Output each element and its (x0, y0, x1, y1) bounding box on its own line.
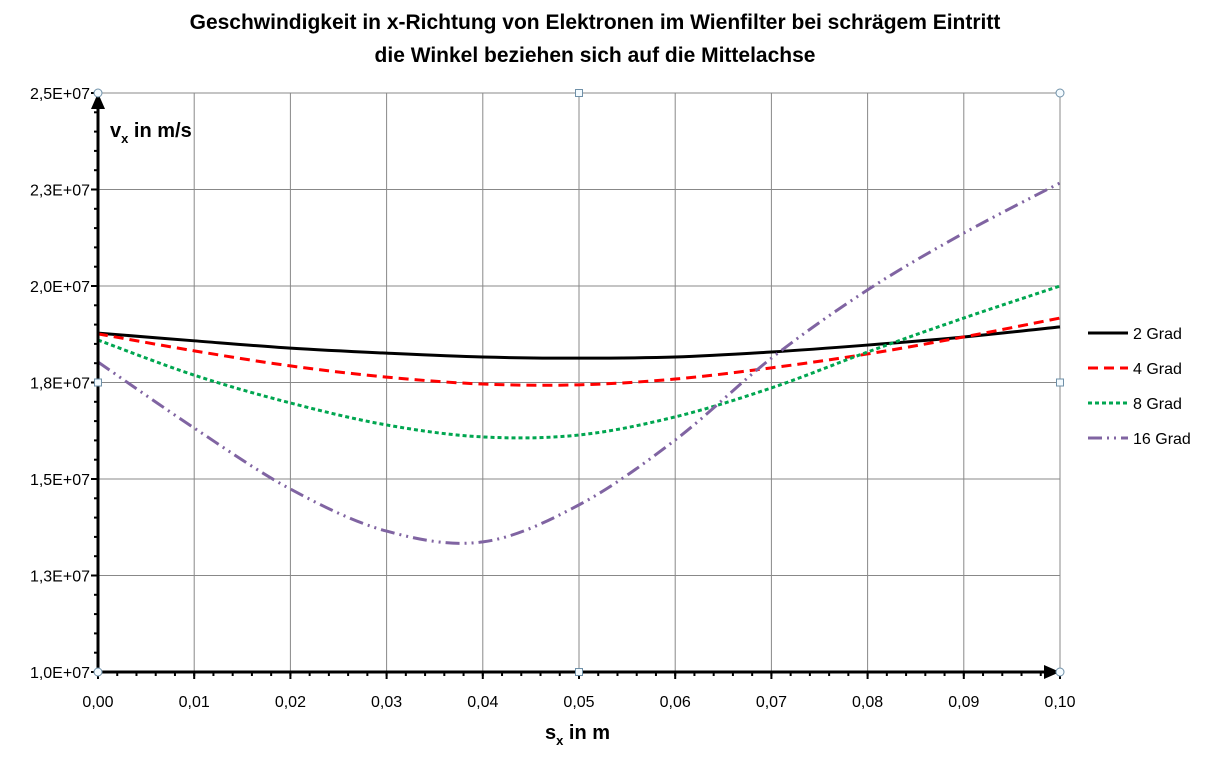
x-tick-label: 0,00 (82, 694, 113, 711)
chart-title: Geschwindigkeit in x-Richtung von Elektr… (190, 11, 1001, 34)
legend-label: 4 Grad (1133, 361, 1182, 378)
x-axis-arrow-icon (1044, 665, 1060, 679)
legend-label: 2 Grad (1133, 326, 1182, 343)
axes (91, 88, 1065, 679)
selection-handle (575, 89, 583, 97)
selection-handle (93, 667, 103, 677)
legend-label: 8 Grad (1133, 396, 1182, 413)
selection-handle (1055, 667, 1065, 677)
y-tick-label: 1,0E+07 (30, 665, 90, 682)
selection-handle (94, 378, 102, 387)
y-tick-label: 1,8E+07 (30, 376, 90, 393)
legend-label: 16 Grad (1133, 431, 1191, 448)
y-tick-label: 2,3E+07 (30, 183, 90, 200)
y-axis-label: vx in m/s (110, 120, 192, 146)
y-tick-label: 1,3E+07 (30, 569, 90, 586)
grid (97, 92, 1061, 673)
series-line-4-grad (97, 316, 1061, 387)
x-tick-label: 0,03 (371, 694, 402, 711)
series-line-2-grad (97, 325, 1061, 360)
tick-labels: 0,00 0,01 0,02 0,03 0,04 0,05 0,06 0,07 0,08 0,09… (30, 86, 1076, 711)
chart-subtitle: die Winkel beziehen sich auf die Mittela… (375, 44, 816, 67)
legend: 2 Grad 4 Grad 8 Grad 16 Grad (1088, 326, 1191, 448)
selection-handle (1056, 378, 1064, 387)
x-tick-label: 0,06 (660, 694, 691, 711)
selection-handle (93, 88, 103, 98)
x-tick-label: 0,08 (852, 694, 883, 711)
series-group (97, 181, 1061, 545)
x-tick-label: 0,05 (563, 694, 594, 711)
y-tick-label: 2,0E+07 (30, 279, 90, 296)
y-tick-label: 1,5E+07 (30, 472, 90, 489)
series-line-16-grad (97, 181, 1061, 545)
x-tick-label: 0,01 (179, 694, 210, 711)
selection-handle (1055, 88, 1065, 98)
y-axis-arrow-icon (91, 93, 105, 109)
x-tick-label: 0,07 (756, 694, 787, 711)
selection-handle (575, 668, 583, 676)
x-tick-label: 0,09 (948, 694, 979, 711)
x-tick-label: 0,04 (467, 694, 498, 711)
x-tick-label: 0,10 (1044, 694, 1075, 711)
x-axis-label: sx in m (545, 722, 610, 748)
y-tick-label: 2,5E+07 (30, 86, 90, 103)
x-tick-label: 0,02 (275, 694, 306, 711)
